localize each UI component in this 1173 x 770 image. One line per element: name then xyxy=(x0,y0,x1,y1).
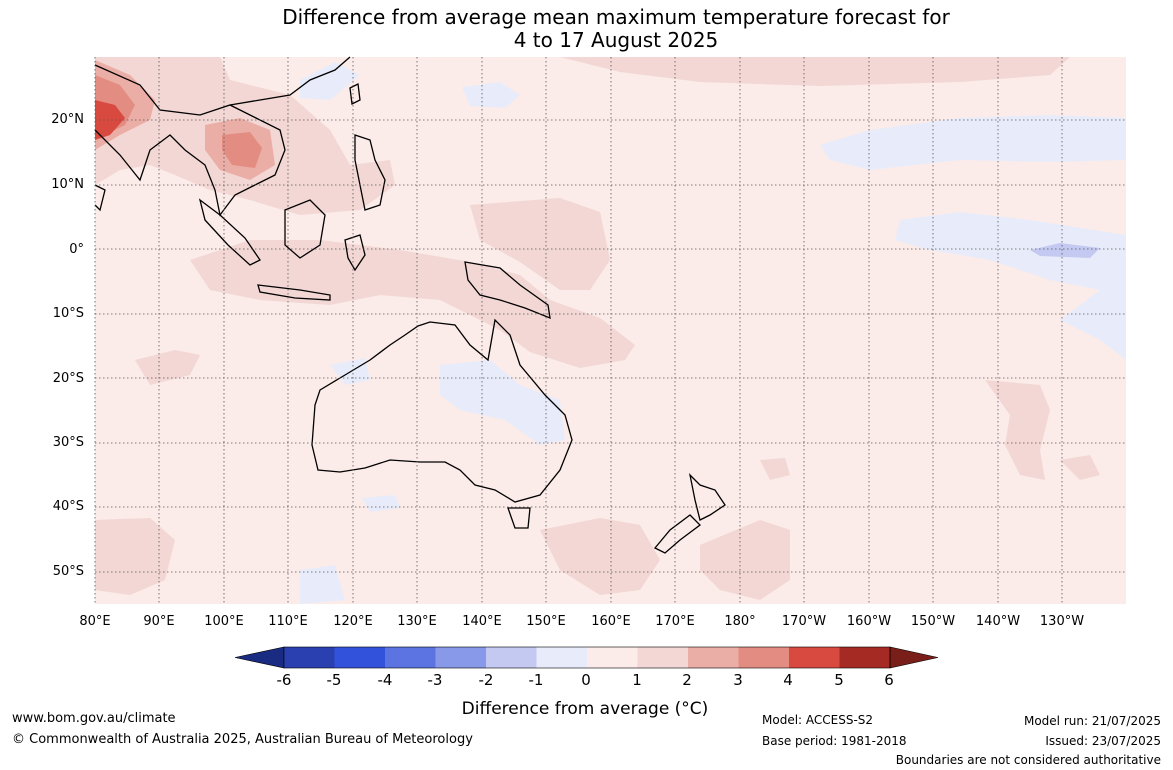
warm-region-equatorial-pacific xyxy=(470,198,610,290)
warm-region-south-of-nz xyxy=(700,520,790,600)
cool-region-south-west xyxy=(362,495,400,512)
cool-region-australia xyxy=(440,360,565,445)
colorbar-tick-label: 6 xyxy=(884,671,894,689)
warm-region-indochina-core xyxy=(222,132,262,168)
lon-label: 110°E xyxy=(268,614,308,629)
colorbar xyxy=(234,646,939,669)
warm-region-india-peak xyxy=(95,100,125,140)
lon-label: 170°W xyxy=(781,614,827,629)
lon-label: 180° xyxy=(724,614,756,629)
boundaries-note: Boundaries are not considered authoritat… xyxy=(895,753,1161,767)
lat-label-10s: 10°S xyxy=(52,306,84,321)
colorbar-segment xyxy=(637,647,688,668)
website-link[interactable]: www.bom.gov.au/climate xyxy=(12,711,176,726)
colorbar-segment xyxy=(536,647,587,668)
australia-coastline xyxy=(311,318,573,503)
sumatra-coastline xyxy=(198,198,261,266)
lat-label-30s: 30°S xyxy=(52,435,84,450)
lon-label: 150°W xyxy=(910,614,956,629)
sulawesi-coastline xyxy=(344,234,366,272)
new-guinea-coastline xyxy=(464,261,551,320)
warm-region-maritime-continent xyxy=(190,240,635,368)
lon-label: 130°E xyxy=(397,614,437,629)
borneo-coastline xyxy=(284,199,326,259)
issued-date: Issued: 23/07/2025 xyxy=(1045,734,1161,748)
new-zealand-south-coastline xyxy=(653,514,701,554)
taiwan-coastline xyxy=(349,83,361,105)
colorbar-tick-label: 1 xyxy=(632,671,642,689)
lon-label: 120°E xyxy=(333,614,373,629)
lat-label-equator: 0° xyxy=(69,242,84,257)
lon-label: 80°E xyxy=(79,614,111,629)
new-zealand-north-coastline xyxy=(688,473,726,521)
lat-label-20n: 20°N xyxy=(51,112,84,127)
model-run-date: Model run: 21/07/2025 xyxy=(1023,714,1161,728)
sri-lanka-coastline xyxy=(94,184,106,212)
colorbar-tick-label: -1 xyxy=(528,671,544,689)
colorbar-segment xyxy=(435,647,486,668)
base-period: Base period: 1981-2018 xyxy=(762,734,907,748)
china-coastline xyxy=(229,56,351,106)
colorbar-segment xyxy=(789,647,840,668)
cool-region-central-north-pacific xyxy=(820,115,1126,170)
colorbar-tick-label: 4 xyxy=(783,671,793,689)
colorbar-tick-label: -6 xyxy=(276,671,292,689)
model-name: Model: ACCESS-S2 xyxy=(762,713,874,727)
lon-label: 160°W xyxy=(846,614,892,629)
tasmania-coastline xyxy=(507,507,531,529)
cool-region-equatorial-core xyxy=(1030,243,1100,258)
lat-label-10n: 10°N xyxy=(51,177,84,192)
colorbar-tick-label: 3 xyxy=(733,671,743,689)
lon-label: 90°E xyxy=(143,614,175,629)
colorbar-extend-max xyxy=(889,646,939,669)
copyright-text: © Commonwealth of Australia 2025, Austra… xyxy=(12,732,473,747)
philippines-coastline xyxy=(354,134,386,211)
coastlines xyxy=(94,56,726,554)
colorbar-tick-label: -2 xyxy=(478,671,494,689)
warm-region-indian-ocean xyxy=(135,350,200,385)
colorbar-title: Difference from average (°C) xyxy=(461,699,709,719)
colorbar-tick-label: 0 xyxy=(581,671,591,689)
colorbar-segment xyxy=(738,647,789,668)
asia-mainland-coastline xyxy=(94,64,286,217)
colorbar-segment xyxy=(385,647,436,668)
colorbar-segment xyxy=(587,647,638,668)
warm-region-tasman-south xyxy=(540,518,660,595)
warm-region-south-central-pacific xyxy=(985,380,1050,480)
colorbar-outline xyxy=(283,646,891,669)
colorbar-segment xyxy=(334,647,385,668)
graticule xyxy=(94,57,1126,604)
java-coastline xyxy=(257,284,331,301)
lon-label: 100°E xyxy=(204,614,244,629)
colorbar-extend-min xyxy=(234,646,285,669)
colorbar-tick-label: 5 xyxy=(834,671,844,689)
lon-label: 170°E xyxy=(655,614,695,629)
cool-region-philippine-sea xyxy=(300,62,360,100)
cool-region-south-indian xyxy=(300,565,345,604)
warm-region-north-pacific xyxy=(560,57,1070,86)
colorbar-segment xyxy=(486,647,537,668)
colorbar-tick-label: -3 xyxy=(427,671,443,689)
lon-label: 140°W xyxy=(975,614,1021,629)
colorbar-tick-label: -5 xyxy=(326,671,342,689)
colorbar-segment xyxy=(688,647,739,668)
lat-label-20s: 20°S xyxy=(52,371,84,386)
cool-region-north-west-pacific xyxy=(462,82,520,108)
lon-label: 160°E xyxy=(591,614,631,629)
colorbar-segment xyxy=(284,647,335,668)
lat-label-40s: 40°S xyxy=(52,499,84,514)
map-title-line-2: 4 to 17 August 2025 xyxy=(513,28,719,52)
map-title-line-1: Difference from average mean maximum tem… xyxy=(282,5,950,29)
warm-region-east-pacific xyxy=(1060,455,1100,480)
warm-region-southwest xyxy=(95,518,175,595)
colorbar-tick-label: 2 xyxy=(682,671,692,689)
colorbar-tick-label: -4 xyxy=(377,671,393,689)
warm-region-small-south xyxy=(760,458,790,480)
colorbar-segment xyxy=(839,647,890,668)
lon-label: 140°E xyxy=(462,614,502,629)
lat-label-50s: 50°S xyxy=(52,564,84,579)
lon-label: 130°W xyxy=(1039,614,1085,629)
lon-label: 150°E xyxy=(526,614,566,629)
